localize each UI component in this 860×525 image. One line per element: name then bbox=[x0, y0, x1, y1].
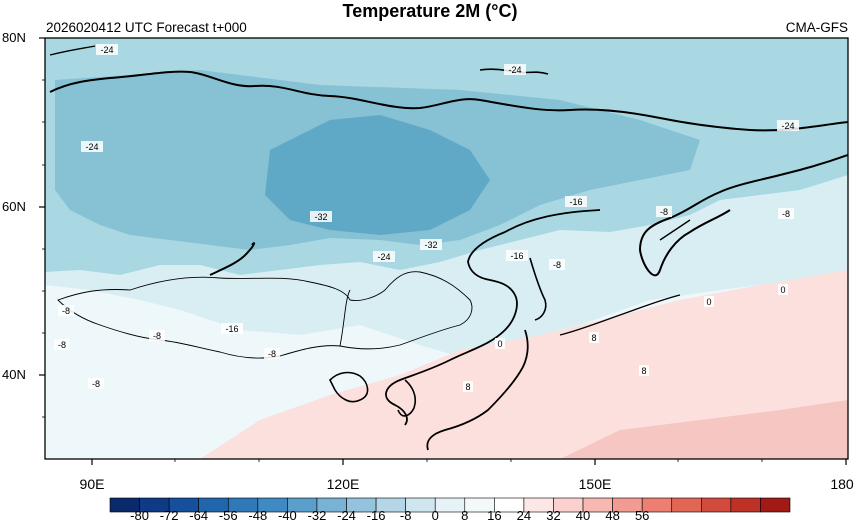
contour-label: -24 bbox=[504, 64, 526, 75]
colorbar-segment bbox=[671, 497, 702, 513]
contour-label: -8 bbox=[656, 206, 672, 217]
colorbar-label: 56 bbox=[634, 508, 650, 523]
contour-labels: -24 -24 -24 -24 -16 -8 -8 -32 -32 -24 -16 -8 -8 -16 -8… bbox=[54, 44, 799, 392]
contour-label: 0 bbox=[778, 284, 788, 295]
colorbar-label: 48 bbox=[605, 508, 620, 523]
lat-label-60n: 60N bbox=[2, 199, 26, 214]
contour-label: 8 bbox=[463, 381, 473, 392]
contour-label: -8 bbox=[778, 208, 794, 219]
colorbar-segment bbox=[760, 497, 791, 513]
colorbar bbox=[109, 497, 791, 513]
map-frame bbox=[44, 37, 849, 460]
colorbar-label: -56 bbox=[218, 508, 238, 523]
contour-label-text: 8 bbox=[641, 366, 646, 376]
axis-ticks bbox=[39, 37, 847, 465]
contour-label-text: -8 bbox=[153, 331, 161, 341]
temperature-field bbox=[45, 38, 848, 459]
lon-label-120e: 120E bbox=[326, 476, 360, 492]
contour-label: -24 bbox=[96, 44, 118, 55]
contour-label-text: -24 bbox=[508, 65, 521, 75]
contour-label-text: 0 bbox=[706, 297, 711, 307]
contour-label: -8 bbox=[264, 348, 280, 359]
contour-label-text: -24 bbox=[781, 121, 794, 131]
contour-label: -8 bbox=[88, 378, 104, 389]
contour-label-text: -8 bbox=[58, 340, 66, 350]
coldest-zone bbox=[265, 115, 490, 235]
colorbar-label: -80 bbox=[130, 508, 149, 523]
contour-label: -8 bbox=[149, 330, 165, 341]
contour-label-text: 8 bbox=[591, 333, 596, 343]
lon-label-150e: 150E bbox=[578, 476, 612, 492]
warmer-zone bbox=[560, 400, 848, 459]
colorbar-label: 8 bbox=[461, 508, 469, 523]
contour-label: -16 bbox=[221, 323, 243, 334]
contour-label: 8 bbox=[589, 332, 599, 343]
colorbar-label: -16 bbox=[366, 508, 386, 523]
colorbar-label: 16 bbox=[487, 508, 502, 523]
contour-label: -24 bbox=[81, 141, 103, 152]
colorbar-segment bbox=[730, 497, 761, 513]
contour-label-text: 8 bbox=[465, 382, 470, 392]
colorbar-label: -72 bbox=[159, 508, 179, 523]
colorbar-label: 40 bbox=[575, 508, 591, 523]
contour-label-text: -8 bbox=[268, 349, 276, 359]
lon-label-180: 180 bbox=[830, 476, 854, 492]
colorbar-label: -40 bbox=[277, 508, 297, 523]
contour-label: -16 bbox=[506, 250, 528, 261]
contour-label-text: -24 bbox=[100, 45, 113, 55]
country-borders bbox=[57, 271, 473, 359]
contour-label: -32 bbox=[420, 239, 442, 250]
colorbar-label: 24 bbox=[516, 508, 532, 523]
contour-label: -8 bbox=[54, 339, 70, 350]
contour-label-text: -8 bbox=[92, 379, 100, 389]
contour-label: -24 bbox=[777, 120, 799, 131]
contour-label: 8 bbox=[639, 365, 649, 376]
contour-label-text: -16 bbox=[225, 324, 238, 334]
contour-label-text: -8 bbox=[553, 260, 561, 270]
contour-label-text: -8 bbox=[62, 306, 70, 316]
contour-label-text: -32 bbox=[424, 240, 437, 250]
forecast-run-label: 2026020412 UTC Forecast t+000 bbox=[46, 20, 247, 35]
lat-label-80n: 80N bbox=[2, 30, 26, 45]
contour-label-text: -32 bbox=[314, 212, 327, 222]
contour-label-text: -8 bbox=[660, 207, 668, 217]
contour-label: 0 bbox=[495, 338, 505, 349]
axis-minor-ticks bbox=[42, 79, 763, 462]
colorbar-label: -64 bbox=[189, 508, 209, 523]
colorbar-label: 0 bbox=[431, 508, 439, 523]
contour-label-text: -16 bbox=[569, 197, 582, 207]
contour-label-text: -24 bbox=[85, 142, 98, 152]
colorbar-label: -48 bbox=[248, 508, 268, 523]
colorbar-label: -24 bbox=[337, 508, 356, 523]
contour-label: 0 bbox=[704, 296, 714, 307]
colorbar-segment bbox=[701, 497, 732, 513]
contour-label: -8 bbox=[58, 305, 74, 316]
contour-label: -16 bbox=[565, 196, 587, 207]
contour-label: -32 bbox=[310, 211, 332, 222]
model-name: CMA-GFS bbox=[785, 20, 848, 35]
colorbar-label: 32 bbox=[546, 508, 561, 523]
contour-label-text: 0 bbox=[497, 339, 502, 349]
colorbar-label: -8 bbox=[399, 508, 412, 523]
contour-label-text: -24 bbox=[377, 252, 390, 262]
contour-label: -8 bbox=[549, 259, 565, 270]
contour-label-text: -8 bbox=[782, 209, 790, 219]
contour-label: -24 bbox=[373, 251, 395, 262]
contour-label-text: -16 bbox=[510, 251, 523, 261]
lat-label-40n: 40N bbox=[2, 367, 26, 382]
lon-label-90e: 90E bbox=[79, 476, 105, 492]
colorbar-label: -32 bbox=[307, 508, 327, 523]
contour-label-text: 0 bbox=[780, 285, 785, 295]
map-title: Temperature 2M (°C) bbox=[342, 1, 518, 21]
